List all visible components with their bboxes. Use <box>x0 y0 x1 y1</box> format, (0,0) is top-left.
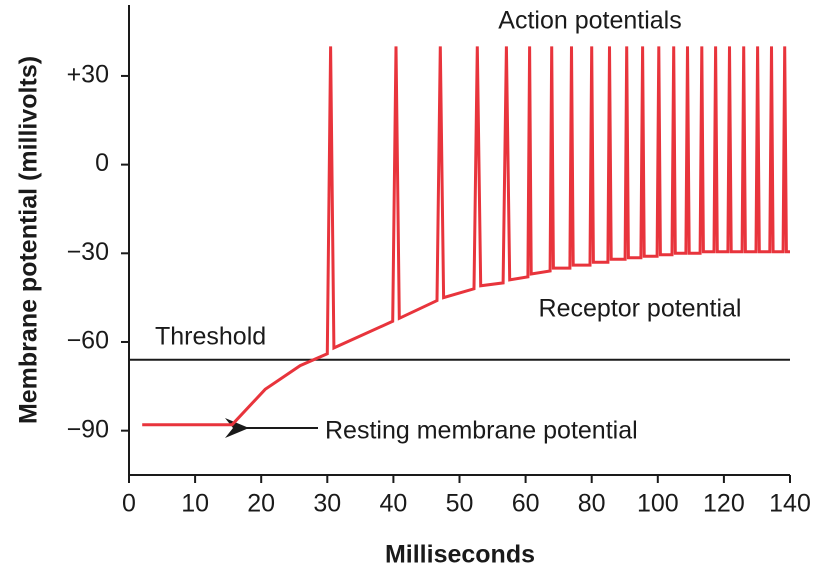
x-axis-title: Milliseconds <box>385 541 535 569</box>
y-tick-label: −90 <box>67 415 109 443</box>
x-tick-label: 0 <box>122 490 136 518</box>
annotation: Resting membrane potential <box>325 417 638 445</box>
annotation: Action potentials <box>498 7 681 35</box>
y-tick-label: 0 <box>95 149 109 177</box>
x-tick-label: 100 <box>637 490 679 518</box>
x-tick-label: 60 <box>512 490 540 518</box>
y-tick-label: −60 <box>67 327 109 355</box>
x-tick-label: 140 <box>769 490 811 518</box>
x-tick-label: 30 <box>313 490 341 518</box>
x-tick-label: 120 <box>703 490 745 518</box>
y-tick-label: +30 <box>67 61 109 89</box>
annotation: Receptor potential <box>539 295 742 323</box>
y-tick-label: −30 <box>67 238 109 266</box>
x-tick-label: 80 <box>578 490 606 518</box>
threshold-label: Threshold <box>155 322 266 350</box>
x-tick-label: 20 <box>247 490 275 518</box>
x-tick-label: 50 <box>446 490 474 518</box>
x-tick-label: 40 <box>379 490 407 518</box>
y-axis-title: Membrane potential (millivolts) <box>15 56 43 424</box>
membrane-trace <box>142 46 790 427</box>
x-tick-label: 10 <box>181 490 209 518</box>
